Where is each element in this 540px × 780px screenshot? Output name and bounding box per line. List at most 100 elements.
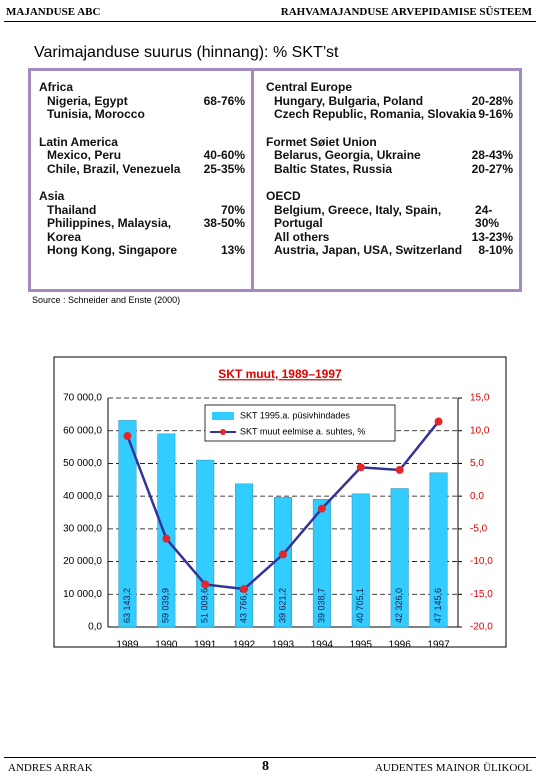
line-marker <box>162 534 171 543</box>
footer-left: ANDRES ARRAK <box>8 762 93 774</box>
share-value: 20-27% <box>471 161 513 176</box>
bar <box>312 499 331 628</box>
legend-marker <box>220 429 226 435</box>
line-marker <box>240 585 249 594</box>
y-tick-label: 40 000,0 <box>63 491 102 502</box>
share-value: 20-28% <box>471 93 513 108</box>
region-name: OECD <box>266 189 301 203</box>
region-name: Latin America <box>39 134 118 149</box>
bar-value-label: 59 039,9 <box>161 588 171 623</box>
table-row: Belgium, Greece, Italy, Spain, Portugal 2… <box>266 202 513 231</box>
y2-tick-label: -20,0 <box>470 622 493 633</box>
y-tick-label: 50 000,0 <box>63 458 102 469</box>
share-value: 25-35% <box>203 161 245 176</box>
region-group: Formet Søiet Union Belarus, Georgia, Ukra… <box>266 134 513 177</box>
bar-value-label: 63 143,2 <box>122 588 132 623</box>
table-row: Nigeria, Egypt 68-76% <box>39 93 245 109</box>
chart-title: SKT muut, 1989–1997 <box>218 367 342 381</box>
line-marker <box>356 463 365 472</box>
region-name: Formet Søiet Union <box>266 134 377 149</box>
legend-label: SKT 1995.a. püsivhindades <box>240 410 350 420</box>
x-tick-label: 1995 <box>350 640 373 650</box>
y2-tick-label: -5,0 <box>470 523 488 534</box>
country-list: Tunisia, Morocco <box>47 107 145 121</box>
table-row: Baltic States, Russia 20-27% <box>266 161 513 177</box>
legend-swatch <box>212 412 234 420</box>
table-row: Tunisia, Morocco <box>39 107 245 122</box>
y-tick-label: 70 000,0 <box>63 393 102 404</box>
footer-right: AUDENTES MAINOR ÜLIKOOL <box>374 762 532 774</box>
header-rule <box>4 21 536 22</box>
page-number: 8 <box>262 759 269 774</box>
bar-value-label: 51 009,6 <box>200 588 210 623</box>
table-column: Africa Nigeria, Egypt 68-76% Tunisia, Moroc… <box>31 71 254 289</box>
source-note: Source : Schneider and Enste (2000) <box>32 295 181 305</box>
footer-rule <box>4 757 536 758</box>
x-tick-label: 1990 <box>155 640 178 650</box>
y2-tick-label: -15,0 <box>470 589 493 600</box>
share-value: 24-30% <box>475 202 500 230</box>
country-list: Nigeria, Egypt <box>47 93 128 108</box>
legend-box <box>204 404 396 442</box>
y2-tick-label: 5,0 <box>470 458 484 469</box>
bar-value-label: 43 766,2 <box>238 588 248 623</box>
y2-tick-label: 15,0 <box>470 393 490 404</box>
bar-value-label: 39 621,2 <box>277 588 287 623</box>
bar <box>157 433 176 628</box>
bar <box>429 472 448 628</box>
table-row: Chile, Brazil, Venezuela 25-35% <box>39 161 245 177</box>
share-value: 40-60% <box>203 148 245 162</box>
table-row: Czech Republic, Romania, Slovakia 9-16% <box>266 107 513 122</box>
country-list: Chile, Brazil, Venezuela <box>47 161 181 176</box>
region-name: Central Europe <box>266 80 353 94</box>
country-list: Austria, Japan, USA, Switzerland <box>274 243 463 257</box>
bar <box>390 488 409 628</box>
line-marker <box>279 550 287 559</box>
table-row: Austria, Japan, USA, Switzerland 8-10% <box>266 243 513 258</box>
y2-tick-label: 10,0 <box>470 425 490 436</box>
page-title: Varimajanduse suurus (hinnang): % SKT’st <box>34 44 339 61</box>
x-tick-label: 1993 <box>272 640 295 650</box>
x-tick-label: 1991 <box>194 640 217 650</box>
table-row: Mexico, Peru 40-60% <box>39 148 245 163</box>
y-tick-label: 60 000,0 <box>63 425 102 436</box>
estimates-table: Africa Nigeria, Egypt 68-76% Tunisia, Moroc… <box>28 68 522 292</box>
bar <box>118 420 137 628</box>
table-row: Belarus, Georgia, Ukraine 28-43% <box>266 148 513 163</box>
header-left: MAJANDUSE ABC <box>6 6 101 18</box>
legend-label: SKT muut eelmise a. suhtes, % <box>240 426 365 436</box>
country-list: Belarus, Georgia, Ukraine <box>274 148 421 162</box>
y2-tick-label: 0,0 <box>470 491 484 502</box>
share-value: 28-43% <box>471 148 513 162</box>
x-tick-label: 1992 <box>233 640 256 650</box>
share-value: 9-16% <box>478 107 513 121</box>
x-tick-label: 1997 <box>427 640 450 650</box>
share-value: 13-23% <box>471 229 513 244</box>
x-tick-label: 1989 <box>116 640 139 650</box>
table-row: Philippines, Malaysia, Korea 38-50% <box>39 216 245 244</box>
share-value: 68-76% <box>203 93 245 108</box>
line-marker <box>434 417 443 426</box>
region-group: Africa Nigeria, Egypt 68-76% Tunisia, Moroc… <box>39 80 245 122</box>
region-group: Asia Thailand 70% Philippines, Malaysia, Ko… <box>39 189 245 258</box>
region-group: Central Europe Hungary, Bulgaria, Poland 2… <box>266 80 513 122</box>
country-list: All others <box>274 229 330 244</box>
country-list: Hong Kong, Singapore <box>47 243 177 257</box>
y-tick-label: 10 000,0 <box>63 589 102 600</box>
share-value: 8-10% <box>478 243 513 257</box>
country-list: Mexico, Peru <box>47 148 122 162</box>
y-tick-label: 30 000,0 <box>63 523 102 534</box>
country-list: Baltic States, Russia <box>274 161 393 176</box>
bar-value-label: 39 038,7 <box>316 588 326 623</box>
line-marker <box>317 504 326 513</box>
bar-value-label: 42 326,0 <box>394 588 404 623</box>
x-tick-label: 1996 <box>389 640 412 650</box>
x-tick-label: 1994 <box>311 640 334 650</box>
y-tick-label: 20 000,0 <box>63 556 102 567</box>
bar-value-label: 47 145,6 <box>433 588 443 623</box>
table-row: All others 13-23% <box>266 229 513 245</box>
share-value: 70% <box>220 202 245 217</box>
region-group: Latin America Mexico, Peru 40-60% Chile, Br… <box>39 134 245 177</box>
table-row: Hong Kong, Singapore 13% <box>39 243 245 258</box>
